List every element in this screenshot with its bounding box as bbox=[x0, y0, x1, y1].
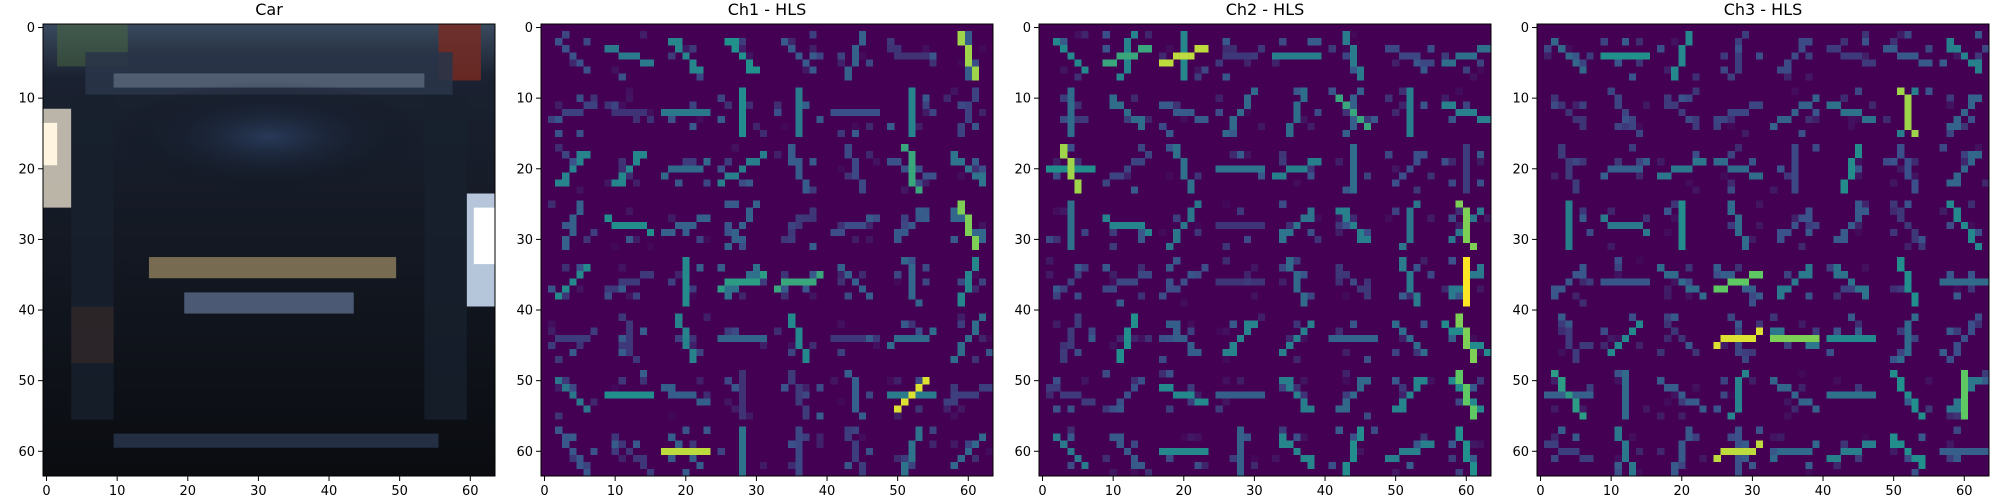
x-axis: 0 10 20 30 40 50 60 bbox=[540, 476, 977, 499]
x-tick-label: 40 bbox=[819, 484, 836, 499]
x-tick-label: 60 bbox=[1956, 484, 1973, 499]
x-tick-label: 20 bbox=[1674, 484, 1691, 499]
y-axis: 0 10 20 30 40 50 60 bbox=[1014, 21, 1039, 460]
axes-frame bbox=[1536, 23, 1990, 477]
y-tick-label: 30 bbox=[18, 233, 35, 248]
x-tick-label: 30 bbox=[748, 484, 765, 499]
y-tick-label: 20 bbox=[516, 162, 533, 177]
y-tick-label: 0 bbox=[525, 21, 533, 36]
x-tick-label: 10 bbox=[1603, 484, 1620, 499]
x-tick-label: 40 bbox=[321, 484, 338, 499]
y-tick-label: 60 bbox=[18, 445, 35, 460]
x-axis: 0 10 20 30 40 50 60 bbox=[1536, 476, 1973, 499]
x-tick-label: 60 bbox=[960, 484, 977, 499]
y-tick-label: 40 bbox=[516, 304, 533, 319]
x-tick-label: 50 bbox=[391, 484, 408, 499]
y-tick-label: 40 bbox=[1014, 304, 1031, 319]
panel-ch2: Ch2 - HLS 0 10 20 30 40 50 60 0 10 20 30 40 50 60 bbox=[1014, 0, 1492, 499]
axes-frame bbox=[540, 23, 994, 477]
x-tick-label: 0 bbox=[540, 484, 548, 499]
x-tick-label: 20 bbox=[180, 484, 197, 499]
x-tick-label: 30 bbox=[250, 484, 267, 499]
x-tick-label: 10 bbox=[607, 484, 624, 499]
y-axis: 0 10 20 30 40 50 60 bbox=[516, 21, 541, 460]
x-axis: 0 10 20 30 40 50 60 bbox=[1038, 476, 1475, 499]
x-tick-label: 0 bbox=[1536, 484, 1544, 499]
y-tick-label: 50 bbox=[1512, 374, 1529, 389]
y-axis: 0 10 20 30 40 50 60 bbox=[1512, 21, 1537, 460]
x-tick-label: 60 bbox=[1458, 484, 1475, 499]
y-tick-label: 40 bbox=[1512, 304, 1529, 319]
x-tick-label: 60 bbox=[462, 484, 479, 499]
axes-frame bbox=[42, 23, 496, 477]
y-tick-label: 0 bbox=[1023, 21, 1031, 36]
axes-frame bbox=[1038, 23, 1492, 477]
y-tick-label: 10 bbox=[1512, 92, 1529, 107]
x-tick-label: 50 bbox=[1387, 484, 1404, 499]
y-tick-label: 20 bbox=[1512, 162, 1529, 177]
y-tick-label: 0 bbox=[27, 21, 35, 36]
y-tick-label: 30 bbox=[1512, 233, 1529, 248]
y-tick-label: 60 bbox=[516, 445, 533, 460]
y-tick-label: 10 bbox=[516, 92, 533, 107]
panel-title: Ch1 - HLS bbox=[728, 0, 807, 19]
y-tick-label: 50 bbox=[1014, 374, 1031, 389]
panel-ch3: Ch3 - HLS 0 10 20 30 40 50 60 0 10 20 30 40 50 60 bbox=[1512, 0, 1990, 499]
y-tick-label: 0 bbox=[1521, 21, 1529, 36]
x-tick-label: 30 bbox=[1246, 484, 1263, 499]
y-tick-label: 60 bbox=[1014, 445, 1031, 460]
y-tick-label: 20 bbox=[1014, 162, 1031, 177]
panel-title: Ch2 - HLS bbox=[1226, 0, 1305, 19]
x-tick-label: 50 bbox=[1885, 484, 1902, 499]
y-tick-label: 20 bbox=[18, 162, 35, 177]
x-tick-label: 10 bbox=[109, 484, 126, 499]
y-tick-label: 50 bbox=[18, 374, 35, 389]
x-tick-label: 0 bbox=[42, 484, 50, 499]
x-tick-label: 0 bbox=[1038, 484, 1046, 499]
x-axis: 0 10 20 30 40 50 60 bbox=[42, 476, 479, 499]
x-tick-label: 40 bbox=[1317, 484, 1334, 499]
hog-image-ch3 bbox=[1537, 24, 1989, 476]
x-tick-label: 10 bbox=[1105, 484, 1122, 499]
y-tick-label: 60 bbox=[1512, 445, 1529, 460]
y-tick-label: 10 bbox=[1014, 92, 1031, 107]
x-tick-label: 40 bbox=[1815, 484, 1832, 499]
y-tick-label: 10 bbox=[18, 92, 35, 107]
y-tick-label: 30 bbox=[516, 233, 533, 248]
panel-title: Ch3 - HLS bbox=[1724, 0, 1803, 19]
y-tick-label: 50 bbox=[516, 374, 533, 389]
y-axis: 0 10 20 30 40 50 60 bbox=[18, 21, 43, 460]
y-tick-label: 40 bbox=[18, 304, 35, 319]
panel-title: Car bbox=[255, 0, 283, 19]
x-tick-label: 50 bbox=[889, 484, 906, 499]
x-tick-label: 30 bbox=[1744, 484, 1761, 499]
hog-image-ch1 bbox=[541, 24, 993, 476]
x-tick-label: 20 bbox=[678, 484, 695, 499]
y-tick-label: 30 bbox=[1014, 233, 1031, 248]
hog-image-ch2 bbox=[1039, 24, 1491, 476]
car-image bbox=[43, 24, 495, 476]
panel-ch1: Ch1 - HLS 0 10 20 30 40 50 60 0 10 20 30 40 50 60 bbox=[516, 0, 994, 499]
x-tick-label: 20 bbox=[1176, 484, 1193, 499]
